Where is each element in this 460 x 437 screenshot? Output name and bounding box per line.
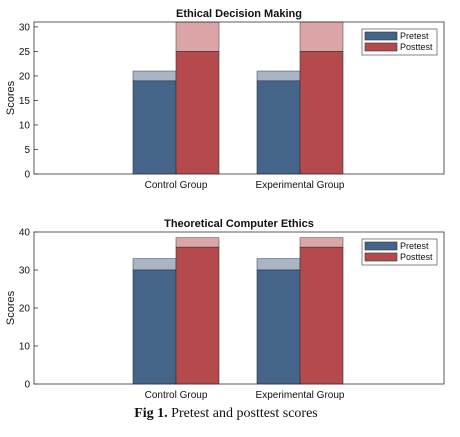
legend-label-pretest: Pretest: [400, 241, 429, 251]
bar-upper-posttest-experimental-group: [299, 21, 344, 52]
bar-upper-pretest-experimental-group: [256, 258, 301, 271]
legend-swatch-pretest: [364, 31, 398, 41]
x-tick-label: Experimental Group: [256, 180, 345, 191]
bar-upper-posttest-experimental-group: [299, 237, 344, 248]
bar-upper-posttest-control-group: [175, 237, 220, 248]
legend-swatch-pretest: [364, 241, 398, 251]
y-tick-label: 10: [19, 120, 31, 131]
legend-swatch-posttest: [364, 42, 398, 52]
x-tick-label: Control Group: [145, 390, 208, 401]
legend-label-posttest: Posttest: [400, 252, 433, 262]
y-tick-label: 20: [19, 71, 31, 82]
y-tick-label: 25: [19, 47, 31, 58]
bar-pretest-control-group: [132, 269, 177, 385]
y-axis-label: Scores: [5, 290, 17, 325]
bar-upper-pretest-experimental-group: [256, 70, 301, 82]
y-tick-label: 30: [19, 266, 31, 277]
figure-caption: Fig 1. Pretest and posttest scores: [134, 406, 318, 421]
y-tick-label: 30: [19, 22, 31, 33]
bar-posttest-control-group: [175, 246, 220, 385]
y-tick-label: 40: [19, 228, 31, 239]
legend-label-pretest: Pretest: [400, 31, 429, 41]
y-tick-label: 5: [24, 145, 30, 156]
bar-posttest-experimental-group: [299, 246, 344, 385]
bar-upper-pretest-control-group: [132, 70, 177, 82]
caption-label: Fig 1.: [134, 406, 167, 421]
y-tick-label: 20: [19, 304, 31, 315]
bar-posttest-control-group: [175, 51, 220, 175]
chart-theoretical-computer-ethics: Theoretical Computer Ethics Scores 0 10 20 30…: [5, 218, 445, 401]
y-tick-label: 15: [19, 96, 31, 107]
bar-pretest-control-group: [132, 80, 177, 175]
x-tick-label: Experimental Group: [256, 390, 345, 401]
y-axis-label: Scores: [5, 80, 17, 115]
chart-title: Theoretical Computer Ethics: [164, 218, 314, 230]
legend-label-posttest: Posttest: [400, 42, 433, 52]
bar-upper-posttest-control-group: [175, 21, 220, 52]
y-tick-label: 0: [24, 380, 30, 391]
bar-pretest-experimental-group: [256, 269, 301, 385]
x-tick-label: Control Group: [145, 180, 208, 191]
y-tick-label: 10: [19, 342, 31, 353]
bar-pretest-experimental-group: [256, 80, 301, 175]
chart-ethical-decision-making: Ethical Decision Making Scores 0 5 10 15 20 25 3…: [5, 8, 445, 191]
bar-upper-pretest-control-group: [132, 258, 177, 271]
chart-title: Ethical Decision Making: [176, 8, 302, 20]
y-tick-label: 0: [24, 170, 30, 181]
legend-swatch-posttest: [364, 252, 398, 262]
bar-posttest-experimental-group: [299, 51, 344, 175]
plot-frame: [33, 21, 445, 175]
caption-text: Pretest and posttest scores: [168, 406, 318, 421]
